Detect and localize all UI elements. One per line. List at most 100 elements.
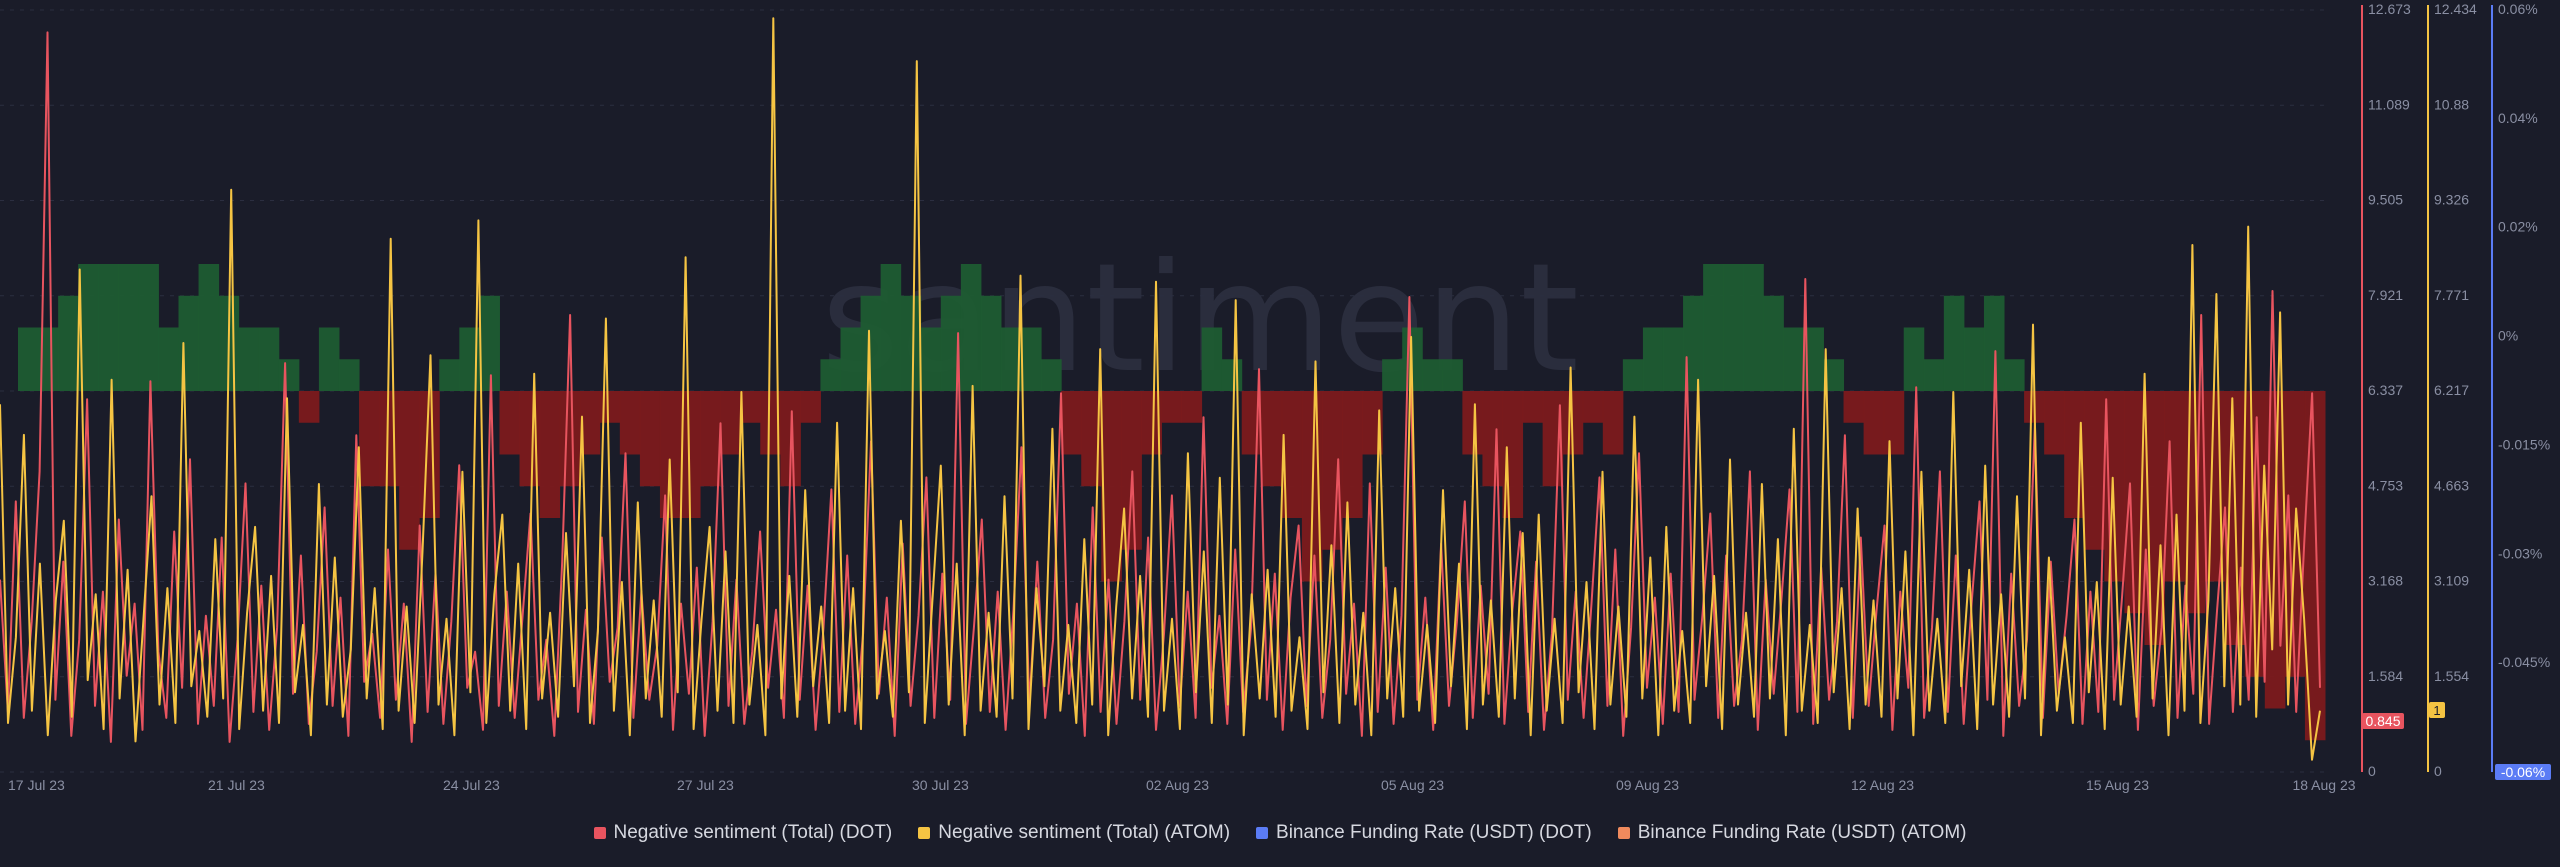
funding-bar [579, 391, 601, 455]
funding-bar [1382, 359, 1403, 391]
y-tick-label: 12.673 [2368, 1, 2411, 17]
y-tick-label: 4.663 [2434, 477, 2469, 493]
dot-current-badge [2362, 713, 2404, 729]
funding-bar [1462, 391, 1483, 455]
funding-bar [1522, 391, 1544, 423]
x-tick-label: 27 Jul 23 [677, 777, 734, 793]
funding-bar [479, 295, 500, 391]
x-tick-label: 02 Aug 23 [1146, 777, 1209, 793]
funding-bar [840, 327, 862, 391]
funding-bar [700, 391, 721, 487]
y-tick-label: 7.771 [2434, 287, 2469, 303]
funding-bar [399, 391, 420, 550]
funding-bar [1823, 359, 1845, 391]
legend-swatch [593, 827, 606, 839]
funding-bar [1562, 391, 1584, 455]
sentiment-lines [0, 17, 2321, 761]
y-tick-label: 1.584 [2368, 668, 2403, 684]
funding-bar [720, 391, 741, 455]
funding-bar [1803, 327, 1824, 391]
funding-bar [639, 391, 661, 487]
y-tick-label: 0.02% [2498, 219, 2538, 235]
funding-bar [278, 359, 300, 391]
funding-current-badge [2495, 764, 2551, 780]
funding-bar [38, 327, 59, 391]
funding-bar [1783, 327, 1804, 391]
atom-sentiment-line [0, 17, 2321, 761]
funding-bar [1362, 391, 1383, 455]
y-tick-label: 0 [2368, 763, 2376, 779]
funding-bar [2004, 359, 2025, 391]
funding-bar [760, 391, 781, 455]
funding-bar [860, 295, 882, 391]
funding-bar [2044, 391, 2065, 455]
y-tick-label: 9.505 [2368, 192, 2403, 208]
funding-bar [158, 327, 179, 391]
y-tick-label: -0.045% [2498, 654, 2550, 670]
funding-bar [2304, 391, 2326, 741]
legend-item-atom-sentiment[interactable]: Negative sentiment (Total) (ATOM) [918, 822, 1230, 844]
funding-bar [1101, 391, 1122, 582]
funding-bar [1743, 264, 1764, 391]
chart-svg: santiment 17 Jul 23 21 Jul 23 24 Jul 23 27 … [0, 1, 2551, 793]
legend-swatch [1256, 827, 1269, 839]
funding-bar [1422, 359, 1443, 391]
funding-bar [1141, 391, 1162, 455]
funding-bar [318, 327, 340, 391]
legend-item-dot-funding[interactable]: Binance Funding Rate (USDT) (DOT) [1256, 822, 1592, 844]
axes: 17 Jul 23 21 Jul 23 24 Jul 23 27 Jul 23 30 J… [8, 1, 2551, 793]
funding-bar [1442, 359, 1463, 391]
funding-bar [1843, 391, 1865, 423]
legend-item-atom-funding[interactable]: Binance Funding Rate (USDT) (ATOM) [1617, 822, 1966, 844]
funding-bar [2164, 391, 2186, 582]
y-tick-label: 6.217 [2434, 382, 2469, 398]
legend-item-dot-sentiment[interactable]: Negative sentiment (Total) (DOT) [593, 822, 892, 844]
x-tick-label: 12 Aug 23 [1851, 777, 1914, 793]
y-tick-label: 3.109 [2434, 573, 2469, 589]
x-tick-label: 30 Jul 23 [912, 777, 969, 793]
funding-bar [178, 295, 200, 391]
funding-bar [1261, 391, 1283, 487]
funding-bar [2084, 391, 2105, 550]
funding-bar [1863, 391, 1885, 455]
funding-bar [1061, 391, 1082, 455]
x-tick-label: 05 Aug 23 [1381, 777, 1444, 793]
x-tick-label: 24 Jul 23 [443, 777, 500, 793]
funding-bar [680, 391, 701, 518]
funding-bar [1000, 327, 1022, 391]
y-tick-label: 1.554 [2434, 668, 2469, 684]
funding-bar [1582, 391, 1604, 423]
funding-bar [238, 327, 260, 391]
funding-bar [800, 391, 821, 423]
funding-bar [419, 391, 440, 518]
x-tick-label: 15 Aug 23 [2086, 777, 2149, 793]
x-tick-label: 17 Jul 23 [8, 777, 65, 793]
funding-bar [1081, 391, 1102, 487]
y-tick-label: -0.03% [2498, 545, 2542, 561]
funding-bar [940, 295, 962, 391]
funding-bar [1181, 391, 1203, 423]
funding-bar [359, 391, 380, 487]
y-tick-label: 0.04% [2498, 110, 2538, 126]
funding-bar [499, 391, 521, 455]
legend-swatch [1617, 827, 1630, 839]
funding-bar [18, 327, 39, 391]
funding-bar [1923, 359, 1945, 391]
funding-bar [1622, 359, 1644, 391]
funding-bar [619, 391, 641, 455]
dot-sentiment-line [0, 31, 2321, 743]
funding-bar [1281, 391, 1303, 518]
funding-bar [559, 391, 581, 487]
funding-bar [820, 359, 841, 391]
funding-bar [920, 327, 942, 391]
y-tick-label: 6.337 [2368, 382, 2403, 398]
funding-bar [1703, 264, 1724, 391]
funding-bar [58, 295, 79, 391]
funding-bar [1602, 391, 1624, 455]
y-tick-label: 3.168 [2368, 573, 2403, 589]
funding-bar [1683, 295, 1704, 391]
y-tick-label: 0 [2434, 763, 2442, 779]
funding-bar [298, 391, 320, 423]
funding-bar [880, 264, 902, 391]
y-tick-label: 0.06% [2498, 1, 2538, 17]
